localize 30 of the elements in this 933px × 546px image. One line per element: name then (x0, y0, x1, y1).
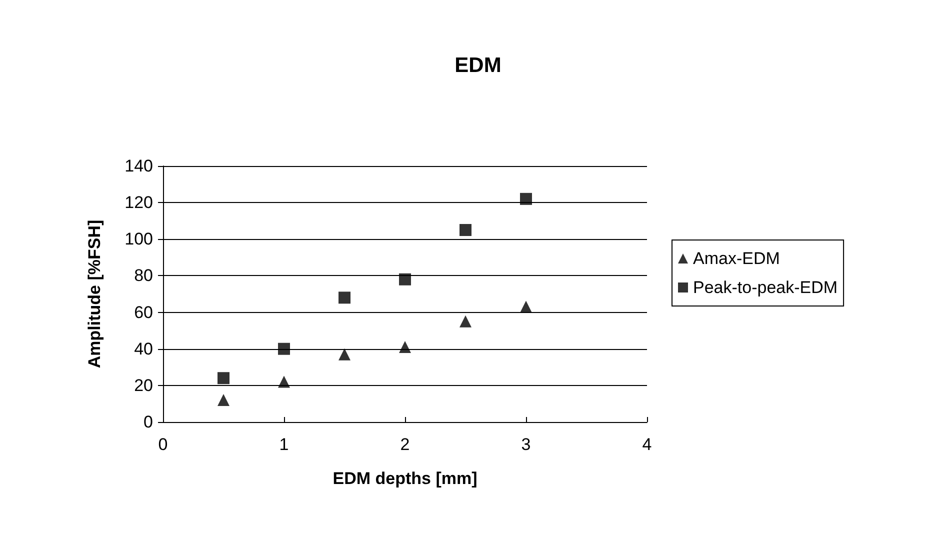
chart-title: EDM (454, 54, 502, 77)
y-tick-label: 0 (144, 412, 153, 432)
point (460, 224, 472, 236)
y-tick-label: 100 (124, 230, 153, 249)
point (218, 372, 230, 384)
y-tick-label: 120 (124, 193, 153, 212)
x-tick-label: 4 (642, 435, 652, 454)
x-tick-label: 0 (158, 435, 168, 454)
point (218, 394, 230, 406)
point (520, 192, 532, 205)
x-tick-label: 1 (279, 435, 289, 454)
y-axis-title: Amplitude [%FSH] (85, 220, 104, 368)
point (399, 273, 411, 286)
y-tick-label: 60 (134, 302, 153, 322)
legend-label: Amax-EDM (693, 249, 780, 268)
y-tick-label: 140 (124, 156, 153, 176)
x-axis-title: EDM depths [mm] (332, 469, 478, 488)
x-tick-label: 2 (400, 435, 410, 454)
legend-label: Peak-to-peak-EDM (693, 278, 838, 297)
point (338, 292, 350, 304)
point (460, 315, 472, 328)
point (338, 348, 350, 360)
x-tick-label: 3 (521, 435, 531, 454)
y-tick-label: 40 (134, 339, 153, 358)
point (399, 341, 411, 354)
y-tick-label: 80 (134, 266, 153, 286)
point (278, 376, 290, 388)
point (520, 300, 532, 313)
point (278, 342, 290, 355)
y-tick-label: 20 (134, 376, 153, 395)
